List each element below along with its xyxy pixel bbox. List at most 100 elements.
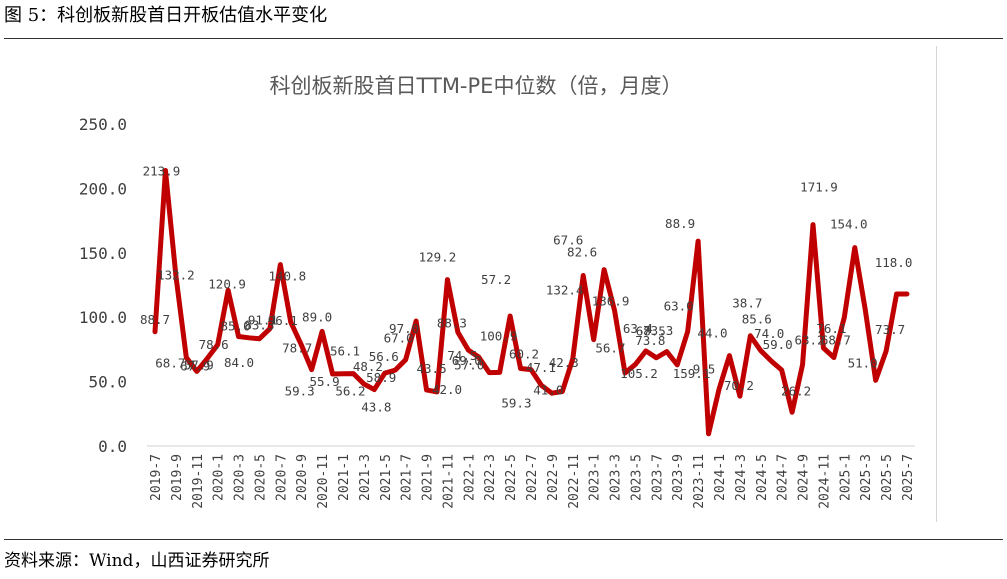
chart-svg: 科创板新股首日TTM-PE中位数（倍，月度） 0.0 50.0 100.0 150.0… xyxy=(79,74,916,509)
data-label: 58.9 xyxy=(366,370,396,385)
data-label: 171.9 xyxy=(800,180,838,195)
data-label: 60.2 xyxy=(509,347,539,362)
y-tick-label: 150.0 xyxy=(79,244,127,263)
data-labels: 88.7213.9132.268.767.957.978.6120.985.08… xyxy=(140,163,912,414)
data-label: 91.1 xyxy=(248,313,278,328)
source-note: 资料来源：Wind，山西证券研究所 xyxy=(4,551,270,571)
data-label: 70.2 xyxy=(724,378,754,393)
data-label: 67.6 xyxy=(553,232,583,247)
figure-title: 图 5：科创板新股首日开板估值水平变化 xyxy=(4,5,328,26)
data-label: 120.9 xyxy=(208,276,246,291)
data-label: 78.7 xyxy=(282,341,312,356)
x-tick-label: 2025-3 xyxy=(859,454,874,501)
chart-title: 科创板新股首日TTM-PE中位数（倍，月度） xyxy=(270,74,683,98)
data-label: 63.2 xyxy=(795,333,825,348)
data-label: 67.0 xyxy=(384,331,414,346)
data-label: 132.2 xyxy=(157,268,195,283)
x-tick-label: 2024-3 xyxy=(734,454,749,501)
data-label: 74.5 xyxy=(447,348,477,363)
x-tick-label: 2024-1 xyxy=(713,454,728,501)
x-tick-label: 2024-11 xyxy=(817,454,832,509)
x-tick-label: 2021-1 xyxy=(337,454,352,501)
data-label: 129.2 xyxy=(419,250,457,265)
x-tick-label: 2025-7 xyxy=(901,454,916,501)
data-label: 68.7 xyxy=(821,333,851,348)
x-tick-label: 2020-3 xyxy=(233,454,248,501)
data-label: 43.5 xyxy=(417,361,447,376)
data-label: 159.1 xyxy=(673,366,711,381)
data-label: 56.7 xyxy=(595,340,625,355)
data-label: 89.0 xyxy=(302,309,332,324)
data-label: 48.2 xyxy=(353,359,383,374)
data-label: 55.9 xyxy=(310,374,340,389)
data-label: 96.1 xyxy=(268,313,298,328)
data-label: 88.7 xyxy=(140,312,170,327)
data-label: 118.0 xyxy=(875,255,913,270)
x-tick-label: 2021-7 xyxy=(400,454,415,501)
x-tick-label: 2024-5 xyxy=(755,454,770,501)
x-tick-label: 2021-5 xyxy=(379,454,394,501)
data-label: 73.3 xyxy=(643,323,673,338)
x-tick-label: 2023-3 xyxy=(609,454,624,501)
data-label: 26.2 xyxy=(781,383,811,398)
data-label: 105.2 xyxy=(620,366,658,381)
x-tick-label: 2024-7 xyxy=(776,454,791,501)
data-label: 9.5 xyxy=(693,361,716,376)
data-label: 84.0 xyxy=(224,355,254,370)
y-axis-ticks: 0.0 50.0 100.0 150.0 200.0 250.0 xyxy=(79,115,127,456)
x-tick-label: 2021-11 xyxy=(441,454,456,509)
y-tick-label: 200.0 xyxy=(79,179,127,198)
x-tick-label: 2022-3 xyxy=(483,454,498,501)
data-label: 83.3 xyxy=(244,318,274,333)
x-tick-label: 2021-3 xyxy=(358,454,373,501)
data-label: 57.9 xyxy=(184,357,214,372)
x-tick-label: 2023-7 xyxy=(650,454,665,501)
data-label: 67.9 xyxy=(180,359,210,374)
data-label: 88.9 xyxy=(665,216,695,231)
x-tick-label: 2023-1 xyxy=(588,454,603,501)
data-label: 63.4 xyxy=(623,321,653,336)
y-tick-label: 100.0 xyxy=(79,308,127,327)
data-label: 57.0 xyxy=(454,358,484,373)
x-tick-label: 2025-5 xyxy=(880,454,895,501)
data-label: 63.0 xyxy=(664,298,694,313)
data-label: 44.0 xyxy=(697,326,727,341)
data-label: 56.2 xyxy=(335,384,365,399)
data-label: 73.7 xyxy=(875,322,905,337)
data-label: 69.0 xyxy=(452,353,482,368)
data-label: 47.1 xyxy=(526,360,556,375)
data-label: 43.8 xyxy=(361,400,391,415)
data-label: 78.6 xyxy=(199,337,229,352)
data-label: 41.0 xyxy=(533,383,563,398)
data-label: 88.3 xyxy=(437,315,467,330)
x-tick-label: 2023-11 xyxy=(692,454,707,509)
x-tick-label: 2020-7 xyxy=(274,454,289,501)
data-label: 74.0 xyxy=(754,326,784,341)
data-label: 42.0 xyxy=(432,382,462,397)
data-label: 154.0 xyxy=(830,217,868,232)
data-label: 85.6 xyxy=(742,312,772,327)
x-tick-label: 2019-7 xyxy=(149,454,164,501)
data-label: 82.6 xyxy=(567,245,597,260)
data-label: 68.5 xyxy=(636,324,666,339)
chart-frame: 科创板新股首日TTM-PE中位数（倍，月度） 0.0 50.0 100.0 150.0… xyxy=(70,46,937,522)
x-tick-label: 2020-1 xyxy=(212,454,227,501)
data-label: 213.9 xyxy=(143,163,181,178)
x-tick-label: 2020-11 xyxy=(316,454,331,509)
data-label: 76.1 xyxy=(816,321,846,336)
y-tick-label: 0.0 xyxy=(98,437,127,456)
x-tick-label: 2025-1 xyxy=(838,454,853,501)
data-label: 51.0 xyxy=(848,355,878,370)
data-label: 59.3 xyxy=(285,384,315,399)
y-tick-label: 50.0 xyxy=(88,373,127,392)
bottom-rule xyxy=(4,539,1003,540)
x-tick-label: 2019-11 xyxy=(191,454,206,509)
x-tick-label: 2020-9 xyxy=(295,454,310,501)
data-label: 132.4 xyxy=(546,283,584,298)
data-label: 68.7 xyxy=(155,356,185,371)
x-tick-label: 2022-7 xyxy=(525,454,540,501)
data-label: 42.3 xyxy=(549,355,579,370)
x-tick-label: 2019-9 xyxy=(170,454,185,501)
x-tick-label: 2022-5 xyxy=(504,454,519,501)
data-label: 56.6 xyxy=(369,349,399,364)
